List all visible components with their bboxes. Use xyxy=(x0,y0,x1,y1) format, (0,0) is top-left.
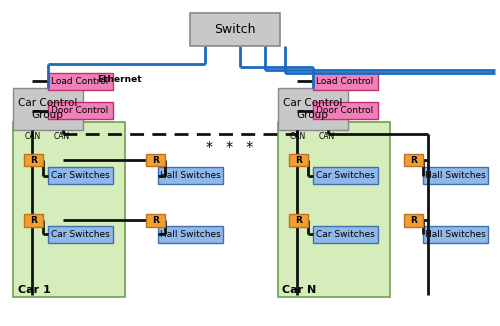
Text: R: R xyxy=(30,156,37,165)
FancyBboxPatch shape xyxy=(158,226,222,243)
Text: Car Control
Group: Car Control Group xyxy=(18,98,77,120)
FancyBboxPatch shape xyxy=(12,88,82,130)
Text: CAN: CAN xyxy=(24,132,40,141)
FancyBboxPatch shape xyxy=(312,226,378,243)
FancyBboxPatch shape xyxy=(312,167,378,184)
Text: R: R xyxy=(152,156,159,165)
Text: CAN: CAN xyxy=(290,132,306,141)
FancyBboxPatch shape xyxy=(146,214,165,227)
Text: CAN: CAN xyxy=(319,132,335,141)
Text: Load Control: Load Control xyxy=(316,77,374,86)
FancyBboxPatch shape xyxy=(278,88,347,130)
FancyBboxPatch shape xyxy=(422,167,488,184)
FancyBboxPatch shape xyxy=(404,214,423,227)
Text: R: R xyxy=(295,156,302,165)
FancyBboxPatch shape xyxy=(48,73,112,90)
FancyBboxPatch shape xyxy=(24,154,43,166)
Text: Door Control: Door Control xyxy=(52,106,108,115)
Text: Switch: Switch xyxy=(214,23,256,36)
Text: *   *   *: * * * xyxy=(206,140,254,154)
FancyBboxPatch shape xyxy=(422,226,488,243)
FancyBboxPatch shape xyxy=(48,226,112,243)
FancyBboxPatch shape xyxy=(278,122,390,297)
Text: Car Control
Group: Car Control Group xyxy=(283,98,342,120)
FancyBboxPatch shape xyxy=(146,154,165,166)
Text: Door Control: Door Control xyxy=(316,106,374,115)
FancyBboxPatch shape xyxy=(289,154,308,166)
Text: Hall Switches: Hall Switches xyxy=(424,171,486,180)
Text: Car Switches: Car Switches xyxy=(50,171,110,180)
FancyBboxPatch shape xyxy=(48,102,112,119)
FancyBboxPatch shape xyxy=(289,214,308,227)
Text: Car Switches: Car Switches xyxy=(316,171,374,180)
Text: Hall Switches: Hall Switches xyxy=(160,171,220,180)
Text: Car N: Car N xyxy=(282,285,317,295)
FancyBboxPatch shape xyxy=(48,167,112,184)
Text: Load Control: Load Control xyxy=(52,77,108,86)
Text: Ethernet: Ethernet xyxy=(98,75,142,84)
Text: R: R xyxy=(152,216,159,225)
Text: Car 1: Car 1 xyxy=(18,285,50,295)
FancyBboxPatch shape xyxy=(312,73,378,90)
FancyBboxPatch shape xyxy=(158,167,222,184)
Text: CAN: CAN xyxy=(54,132,70,141)
FancyBboxPatch shape xyxy=(404,154,423,166)
Text: R: R xyxy=(410,156,417,165)
Text: Car Switches: Car Switches xyxy=(316,230,374,239)
Text: Hall Switches: Hall Switches xyxy=(424,230,486,239)
FancyBboxPatch shape xyxy=(190,13,280,46)
Text: R: R xyxy=(410,216,417,225)
FancyBboxPatch shape xyxy=(24,214,43,227)
FancyBboxPatch shape xyxy=(312,102,378,119)
Text: R: R xyxy=(30,216,37,225)
Text: R: R xyxy=(295,216,302,225)
FancyBboxPatch shape xyxy=(12,122,125,297)
Text: Car Switches: Car Switches xyxy=(50,230,110,239)
Text: Hall Switches: Hall Switches xyxy=(160,230,220,239)
